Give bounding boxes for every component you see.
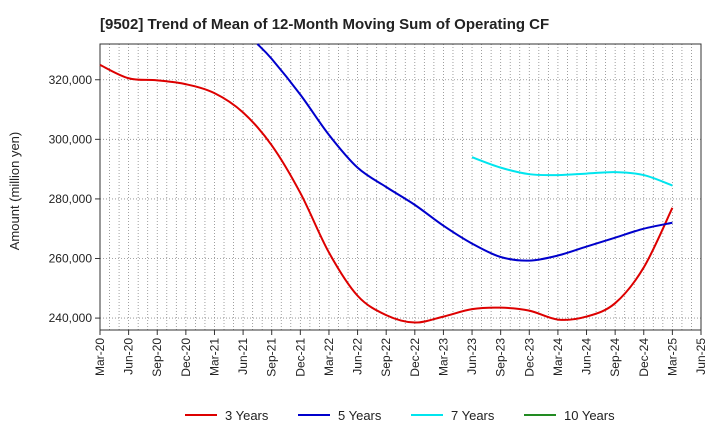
plot-area xyxy=(99,43,702,331)
x-tick-label: Dec-24 xyxy=(637,338,651,377)
x-tick-label: Jun-24 xyxy=(580,338,594,375)
x-tick-label: Sep-20 xyxy=(150,338,164,377)
legend: 3 Years 5 Years 7 Years 10 Years xyxy=(185,408,615,423)
x-tick-label: Mar-21 xyxy=(207,338,221,376)
x-tick-label: Mar-24 xyxy=(551,338,565,376)
legend-label-7-years: 7 Years xyxy=(451,408,495,423)
legend-label-3-years: 3 Years xyxy=(225,408,269,423)
x-tick-label: Sep-21 xyxy=(265,338,279,377)
x-tick-label: Dec-21 xyxy=(293,338,307,377)
legend-label-5-years: 5 Years xyxy=(338,408,382,423)
x-tick-label: Jun-25 xyxy=(694,338,708,375)
x-tick-label: Jun-21 xyxy=(236,338,250,375)
x-tick-label: Sep-22 xyxy=(379,338,393,377)
x-tick-label: Sep-24 xyxy=(608,338,622,377)
series-line-5-years xyxy=(256,43,673,262)
x-tick-label: Dec-22 xyxy=(408,338,422,377)
series-layer xyxy=(99,43,674,324)
y-tick-label: 300,000 xyxy=(49,132,93,146)
series-line-7-years xyxy=(471,156,673,187)
x-tick-label: Jun-23 xyxy=(465,338,479,375)
y-axis-label: Amount (million yen) xyxy=(7,132,22,251)
y-tick-label: 240,000 xyxy=(49,311,93,325)
x-tick-label: Mar-22 xyxy=(322,338,336,376)
x-tick-label: Mar-25 xyxy=(665,338,679,376)
y-axis: 240,000 260,000 280,000 300,000 320,000 xyxy=(49,73,100,325)
x-tick-label: Dec-20 xyxy=(179,338,193,377)
x-tick-label: Jun-20 xyxy=(122,338,136,375)
chart-title: [9502] Trend of Mean of 12-Month Moving … xyxy=(100,16,549,33)
y-tick-label: 280,000 xyxy=(49,192,93,206)
x-tick-label: Mar-20 xyxy=(93,338,107,376)
x-tick-label: Jun-22 xyxy=(351,338,365,375)
x-tick-label: Mar-23 xyxy=(436,338,450,376)
x-tick-label: Sep-23 xyxy=(494,338,508,377)
series-line-3-years xyxy=(99,63,674,324)
legend-label-10-years: 10 Years xyxy=(564,408,615,423)
y-tick-label: 320,000 xyxy=(49,73,93,87)
x-tick-label: Dec-23 xyxy=(522,338,536,377)
grid xyxy=(100,44,701,330)
y-tick-label: 260,000 xyxy=(49,252,93,266)
x-axis: Mar-20 Jun-20 Sep-20 Dec-20 Mar-21 Jun-21 Sep-… xyxy=(93,330,708,377)
